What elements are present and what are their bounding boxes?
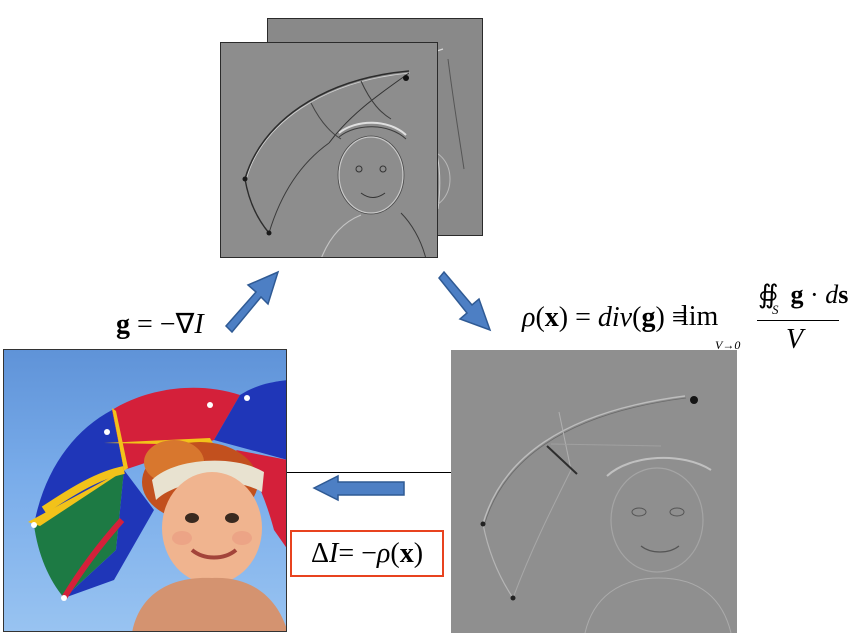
gradient-formula-image: I: [194, 309, 204, 340]
divergence-formula-denominator: V: [786, 324, 804, 355]
divergence-numerator-subscript: S: [772, 302, 779, 317]
poisson-equals: = −: [338, 537, 377, 569]
poisson-x: x: [399, 537, 414, 569]
divergence-formula-equiv: ≡: [664, 302, 688, 333]
divergence-numerator-s: s: [838, 280, 849, 309]
divergence-image: [451, 350, 737, 633]
divergence-numerator-dot: ·: [803, 280, 826, 309]
divergence-formula-g-open: (: [632, 302, 642, 333]
arrow-left-icon: [312, 474, 405, 502]
divergence-numerator-g: g: [790, 280, 804, 309]
divergence-formula-equals: =: [568, 302, 598, 333]
gradient-image-x: [220, 42, 438, 258]
input-color-photo: [3, 349, 287, 632]
divergence-formula-close-paren: ): [558, 302, 569, 333]
poisson-image-var: I: [328, 537, 339, 569]
photo-illustration: [28, 380, 286, 631]
arrow-up-right-icon: [224, 270, 280, 334]
divergence-formula-open-paren: (: [535, 302, 545, 333]
divergence-formula-lim-subscript: V→0: [715, 338, 741, 352]
poisson-open-paren: (: [390, 537, 400, 569]
poisson-delta: Δ: [310, 537, 329, 569]
divergence-numerator-d: d: [825, 280, 839, 309]
divergence-image-relief: [480, 395, 732, 633]
gradient-image-x-relief: [242, 70, 426, 257]
divergence-formula-g: g: [641, 302, 656, 333]
poisson-close-paren: ): [413, 537, 424, 569]
divergence-formula: ρ(x) = div(g) ≡: [522, 302, 688, 334]
gradient-formula-operator: = −∇: [130, 309, 195, 340]
divergence-fraction-bar: [757, 320, 839, 321]
divergence-formula-rho: ρ: [522, 302, 536, 333]
connector-line: [287, 472, 545, 473]
divergence-formula-x: x: [544, 302, 559, 333]
gradient-formula-g: g: [116, 309, 130, 340]
divergence-formula-lim: lim: [681, 301, 719, 332]
divergence-formula-numerator: ∯ g · ds: [758, 280, 848, 310]
arrow-down-right-icon: [438, 270, 492, 332]
surface-integral-icon: ∯: [758, 280, 779, 309]
divergence-formula-div: div: [597, 302, 633, 333]
divergence-formula-g-close: ): [655, 302, 665, 333]
poisson-rho: ρ: [376, 537, 391, 569]
gradient-formula: g = −∇I: [116, 307, 204, 341]
